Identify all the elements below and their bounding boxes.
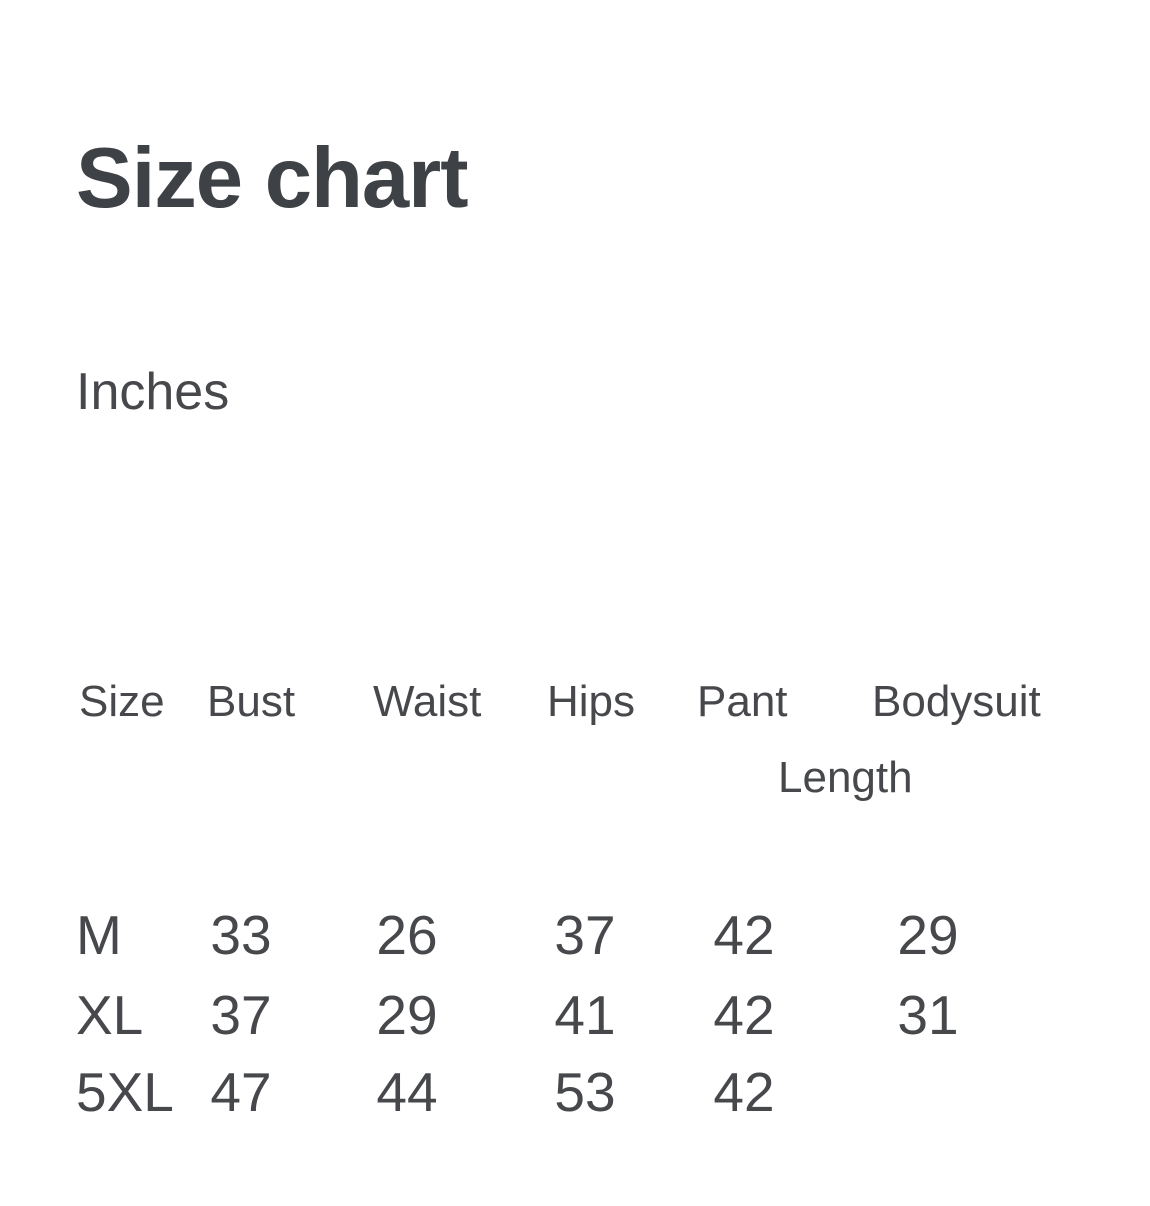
cell-size: XL <box>76 984 144 1046</box>
col-header-bodysuit: Bodysuit <box>872 677 1041 726</box>
cell-hips: 53 <box>554 1061 616 1123</box>
cell-hips: 37 <box>554 904 616 966</box>
page-title: Size chart <box>76 130 469 226</box>
cell-size: 5XL <box>76 1061 174 1123</box>
col-header-hips: Hips <box>547 677 636 726</box>
cell-bust: 33 <box>210 904 272 966</box>
cell-waist: 44 <box>376 1061 438 1123</box>
col-header-pant: Pant <box>697 677 788 726</box>
col-header-size: Size <box>79 677 165 726</box>
cell-pant: 42 <box>713 904 775 966</box>
col-header-bust: Bust <box>207 677 296 726</box>
cell-hips: 41 <box>554 984 616 1046</box>
cell-pant: 42 <box>713 984 775 1046</box>
unit-label: Inches <box>76 363 230 421</box>
cell-bust: 37 <box>210 984 272 1046</box>
cell-bodysuit-length: 31 <box>897 984 959 1046</box>
cell-bodysuit-length: 29 <box>897 904 959 966</box>
cell-waist: 26 <box>376 904 438 966</box>
col-header-waist: Waist <box>373 677 482 726</box>
cell-waist: 29 <box>376 984 438 1046</box>
cell-size: M <box>76 904 122 966</box>
cell-bust: 47 <box>210 1061 272 1123</box>
col-header-bodysuit-length-line2: Length <box>778 753 913 802</box>
cell-pant: 42 <box>713 1061 775 1123</box>
